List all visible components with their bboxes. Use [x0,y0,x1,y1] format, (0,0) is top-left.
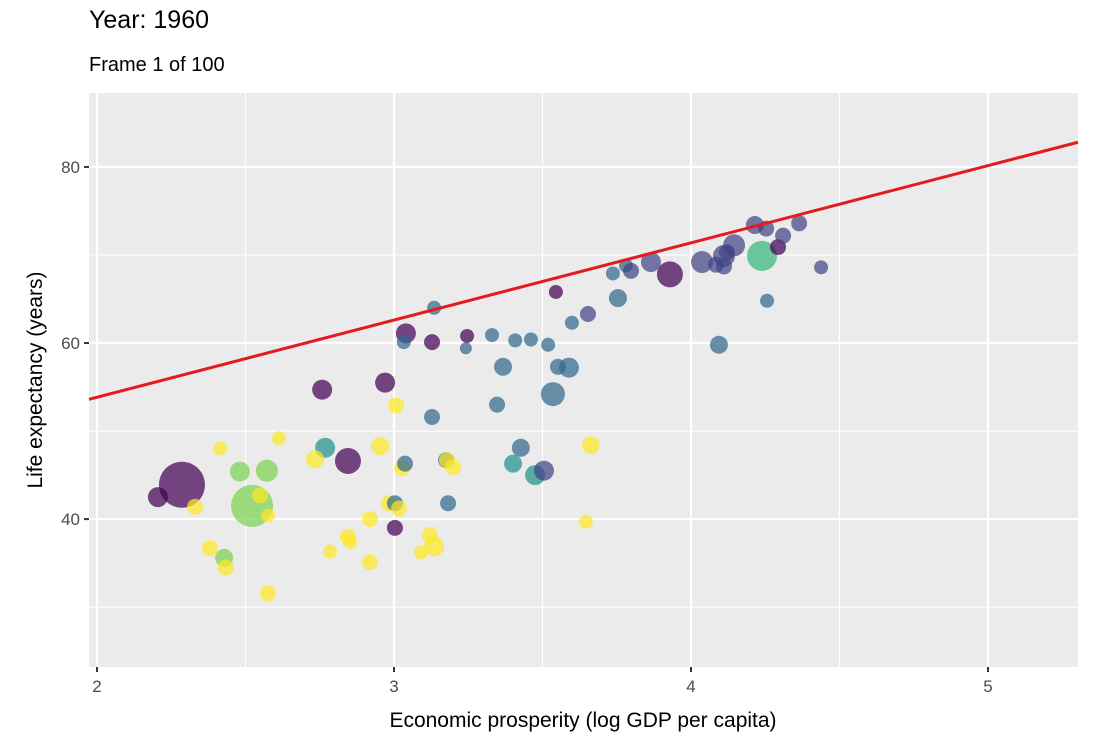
data-point [334,447,361,474]
data-point [791,215,808,232]
data-point [391,500,408,517]
data-point [213,441,228,456]
data-point [424,536,445,557]
data-point [709,335,728,354]
data-point [397,455,414,472]
data-point [623,262,640,279]
x-tick-label: 3 [389,677,398,696]
data-point [371,437,390,456]
x-axis: 2 3 4 5 [92,667,993,696]
data-point [255,459,278,482]
data-point [564,315,579,330]
data-point [485,328,500,343]
data-point [343,534,358,549]
data-point [558,357,579,378]
data-point [424,408,441,425]
grid-minor [89,93,1078,667]
data-point [511,438,530,457]
data-point [760,293,775,308]
data-point [375,372,396,393]
data-point [217,559,234,576]
plot-panel [89,93,1078,667]
data-point [814,260,829,275]
data-point [775,227,792,244]
points [147,215,829,602]
data-point [578,514,593,529]
x-tick-label: 2 [92,677,101,696]
data-point [494,357,513,376]
data-point [445,459,462,476]
data-point [229,461,250,482]
y-axis: 40 60 80 [61,158,89,529]
data-point [396,335,411,350]
data-point [147,487,168,508]
data-point [605,266,620,281]
y-tick-label: 60 [61,334,80,353]
data-point [386,519,403,536]
data-point [261,508,276,523]
data-point [548,284,563,299]
y-axis-title: Life expectancy (years) [24,271,47,488]
data-point [323,544,338,559]
data-point [489,396,506,413]
x-tick-label: 4 [686,677,695,696]
data-point [533,460,554,481]
data-point [523,332,538,347]
data-point [723,234,746,257]
data-point [424,334,441,351]
data-point [388,397,405,414]
data-point [640,252,661,273]
data-point [272,431,287,446]
data-point [459,342,472,355]
y-tick-label: 40 [61,510,80,529]
data-point [541,337,556,352]
data-point [306,450,325,469]
data-point [201,540,218,557]
data-point [460,328,475,343]
data-point [361,554,378,571]
data-point [746,240,777,271]
data-point [260,585,277,602]
x-tick-label: 5 [983,677,992,696]
data-point [579,305,596,322]
data-point [187,498,204,515]
trend-line [88,140,1079,401]
chart-title: Year: 1960 [89,6,210,34]
data-point [440,495,457,512]
data-point [581,436,600,455]
data-point [504,454,523,473]
data-point [361,511,378,528]
y-tick-label: 80 [61,158,80,177]
data-point [508,333,523,348]
chart-subtitle: Frame 1 of 100 [89,54,225,76]
data-point [252,487,269,504]
data-point [691,251,714,274]
x-axis-title: Economic prosperity (log GDP per capita) [389,709,776,732]
data-point [656,261,683,288]
data-point [540,382,565,407]
data-point [312,379,333,400]
data-point [608,289,627,308]
data-point [158,461,205,508]
